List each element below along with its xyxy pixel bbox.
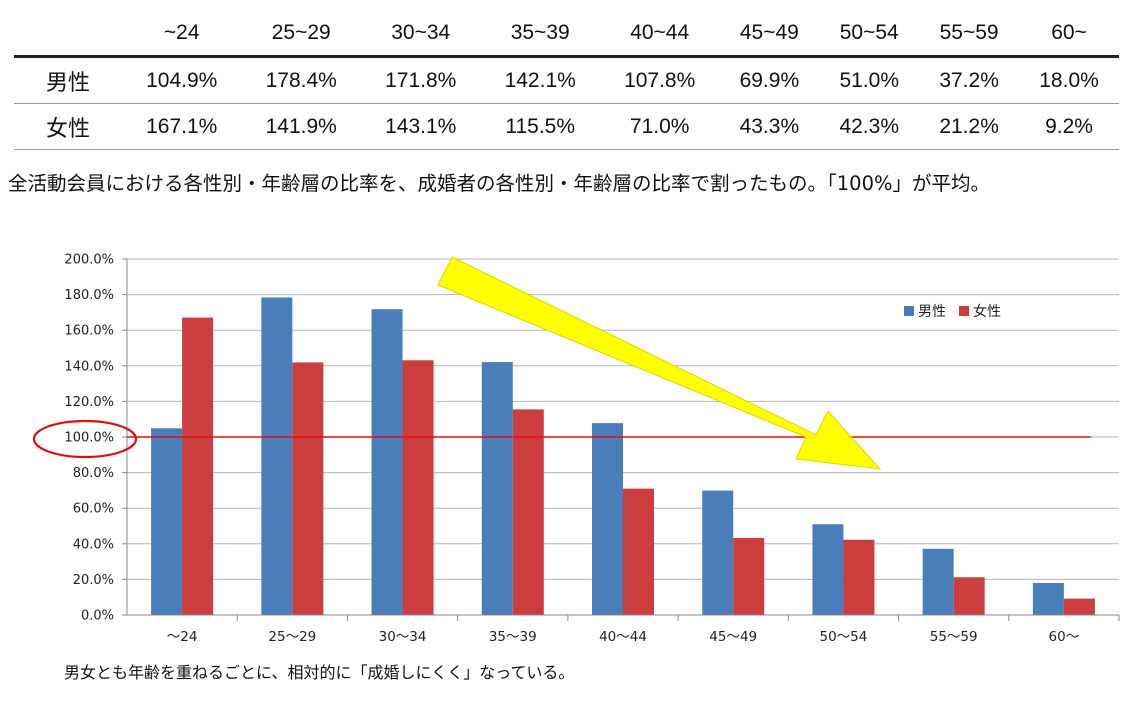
table-cell: 9.2% bbox=[1045, 114, 1093, 138]
bar-male bbox=[261, 297, 293, 615]
x-axis: 〜24 25〜29 30〜34 35〜39 40〜44 45〜49 50〜54 55〜59 60… bbox=[127, 614, 1120, 645]
row-label-female: 女性 bbox=[45, 116, 90, 142]
bar-chart: 0.0% 20.0% 40.0% 60.0% 80.0% 100.0% 120.0% 140.… bbox=[32, 253, 1120, 645]
bar-female bbox=[182, 317, 214, 615]
y-tick-label: 180.0% bbox=[64, 288, 114, 303]
ratio-table: ~24 25~29 30~34 35~39 40~44 45~49 50~54 … bbox=[14, 10, 1119, 150]
y-tick-label: 100.0% bbox=[64, 431, 114, 446]
bar-female bbox=[623, 488, 654, 615]
bar-female bbox=[512, 409, 544, 615]
bar-male bbox=[151, 428, 183, 615]
header-cell: 35~39 bbox=[480, 10, 600, 58]
table-cell: 104.9% bbox=[146, 68, 218, 92]
x-tick-label: 〜24 bbox=[167, 629, 198, 645]
bar-male bbox=[922, 548, 954, 615]
table-row: 男性 104.9% 178.4% 171.8% 142.1% 107.8% 69… bbox=[14, 57, 1119, 104]
bar-male bbox=[702, 490, 734, 615]
y-axis: 0.0% 20.0% 40.0% 60.0% 80.0% 100.0% 120.0% 140.… bbox=[64, 253, 128, 624]
x-tick-label: 60〜 bbox=[1049, 629, 1080, 645]
table-cell: 115.5% bbox=[505, 114, 576, 138]
y-tick-label: 20.0% bbox=[73, 573, 114, 588]
table-cell: 71.0% bbox=[629, 114, 690, 138]
table-cell: 21.2% bbox=[939, 114, 999, 138]
table-cell: 141.9% bbox=[265, 114, 337, 138]
bar-male bbox=[1032, 582, 1064, 615]
table-cell: 142.1% bbox=[504, 68, 576, 92]
legend-swatch-female bbox=[959, 306, 969, 316]
table-cell: 171.8% bbox=[385, 68, 457, 92]
table-corner-cell bbox=[14, 10, 122, 58]
bar-male bbox=[592, 423, 623, 615]
table-header-row: ~24 25~29 30~34 35~39 40~44 45~49 50~54 … bbox=[14, 10, 1119, 58]
legend-swatch-male bbox=[904, 306, 914, 316]
bar-female bbox=[843, 539, 875, 615]
x-tick-label: 30〜34 bbox=[379, 629, 427, 645]
table-note: 全活動会員における各性別・年齢層の比率を、成婚者の各性別・年齢層の比率で割ったも… bbox=[8, 172, 990, 195]
table-cell: 42.3% bbox=[839, 114, 899, 138]
trend-arrow bbox=[437, 256, 882, 470]
header-cell: 60~ bbox=[1019, 10, 1119, 58]
y-tick-label: 140.0% bbox=[64, 359, 114, 374]
y-tick-label: 200.0% bbox=[64, 253, 114, 268]
x-tick-label: 55〜59 bbox=[930, 629, 978, 645]
y-tick-label: 80.0% bbox=[73, 466, 114, 481]
y-tick-label: 60.0% bbox=[73, 502, 114, 517]
bar-female bbox=[1063, 598, 1095, 615]
table-cell: 43.3% bbox=[739, 114, 800, 138]
x-tick-label: 35〜39 bbox=[489, 629, 537, 645]
y-tick-label: 160.0% bbox=[64, 324, 114, 339]
legend: 男性 女性 bbox=[904, 303, 1001, 320]
annotations bbox=[32, 256, 1091, 470]
table-cell: 178.4% bbox=[265, 68, 337, 92]
chart-caption: 男女とも年齢を重ねるごとに、相対的に「成婚しにくく」なっている。 bbox=[64, 663, 575, 682]
y-tick-label: 0.0% bbox=[81, 609, 114, 624]
legend-label-female: 女性 bbox=[973, 303, 1001, 320]
table-cell: 51.0% bbox=[839, 68, 899, 92]
header-cell: 45~49 bbox=[719, 10, 820, 58]
header-cell: ~24 bbox=[122, 10, 242, 58]
header-cell: 25~29 bbox=[241, 10, 361, 58]
bar-male bbox=[481, 362, 513, 615]
bar-female bbox=[292, 362, 324, 615]
bars bbox=[151, 297, 1095, 615]
highlight-circle bbox=[32, 419, 138, 459]
bar-male bbox=[812, 524, 844, 615]
table-cell: 69.9% bbox=[739, 68, 800, 92]
header-cell: 50~54 bbox=[819, 10, 920, 58]
table-cell: 107.8% bbox=[624, 68, 696, 92]
bar-female bbox=[733, 537, 765, 615]
table-row: 女性 167.1% 141.9% 143.1% 115.5% 71.0% 43.… bbox=[14, 104, 1119, 150]
x-tick-label: 25〜29 bbox=[268, 629, 316, 645]
table-cell: 143.1% bbox=[385, 114, 457, 138]
y-tick-label: 40.0% bbox=[73, 537, 114, 552]
header-cell: 30~34 bbox=[360, 10, 481, 58]
header-cell: 40~44 bbox=[599, 10, 720, 58]
bar-female bbox=[953, 577, 985, 615]
header-cell: 55~59 bbox=[919, 10, 1020, 58]
table-cell: 37.2% bbox=[939, 68, 999, 92]
table-cell: 167.1% bbox=[146, 114, 218, 138]
x-tick-label: 40〜44 bbox=[599, 629, 647, 645]
legend-label-male: 男性 bbox=[918, 304, 946, 320]
bar-male bbox=[371, 309, 403, 615]
x-tick-label: 45〜49 bbox=[709, 629, 757, 645]
table-cell: 18.0% bbox=[1039, 68, 1099, 92]
y-tick-label: 120.0% bbox=[64, 395, 114, 410]
bar-female bbox=[402, 360, 434, 615]
x-tick-label: 50〜54 bbox=[820, 629, 868, 645]
row-label-male: 男性 bbox=[45, 70, 90, 96]
